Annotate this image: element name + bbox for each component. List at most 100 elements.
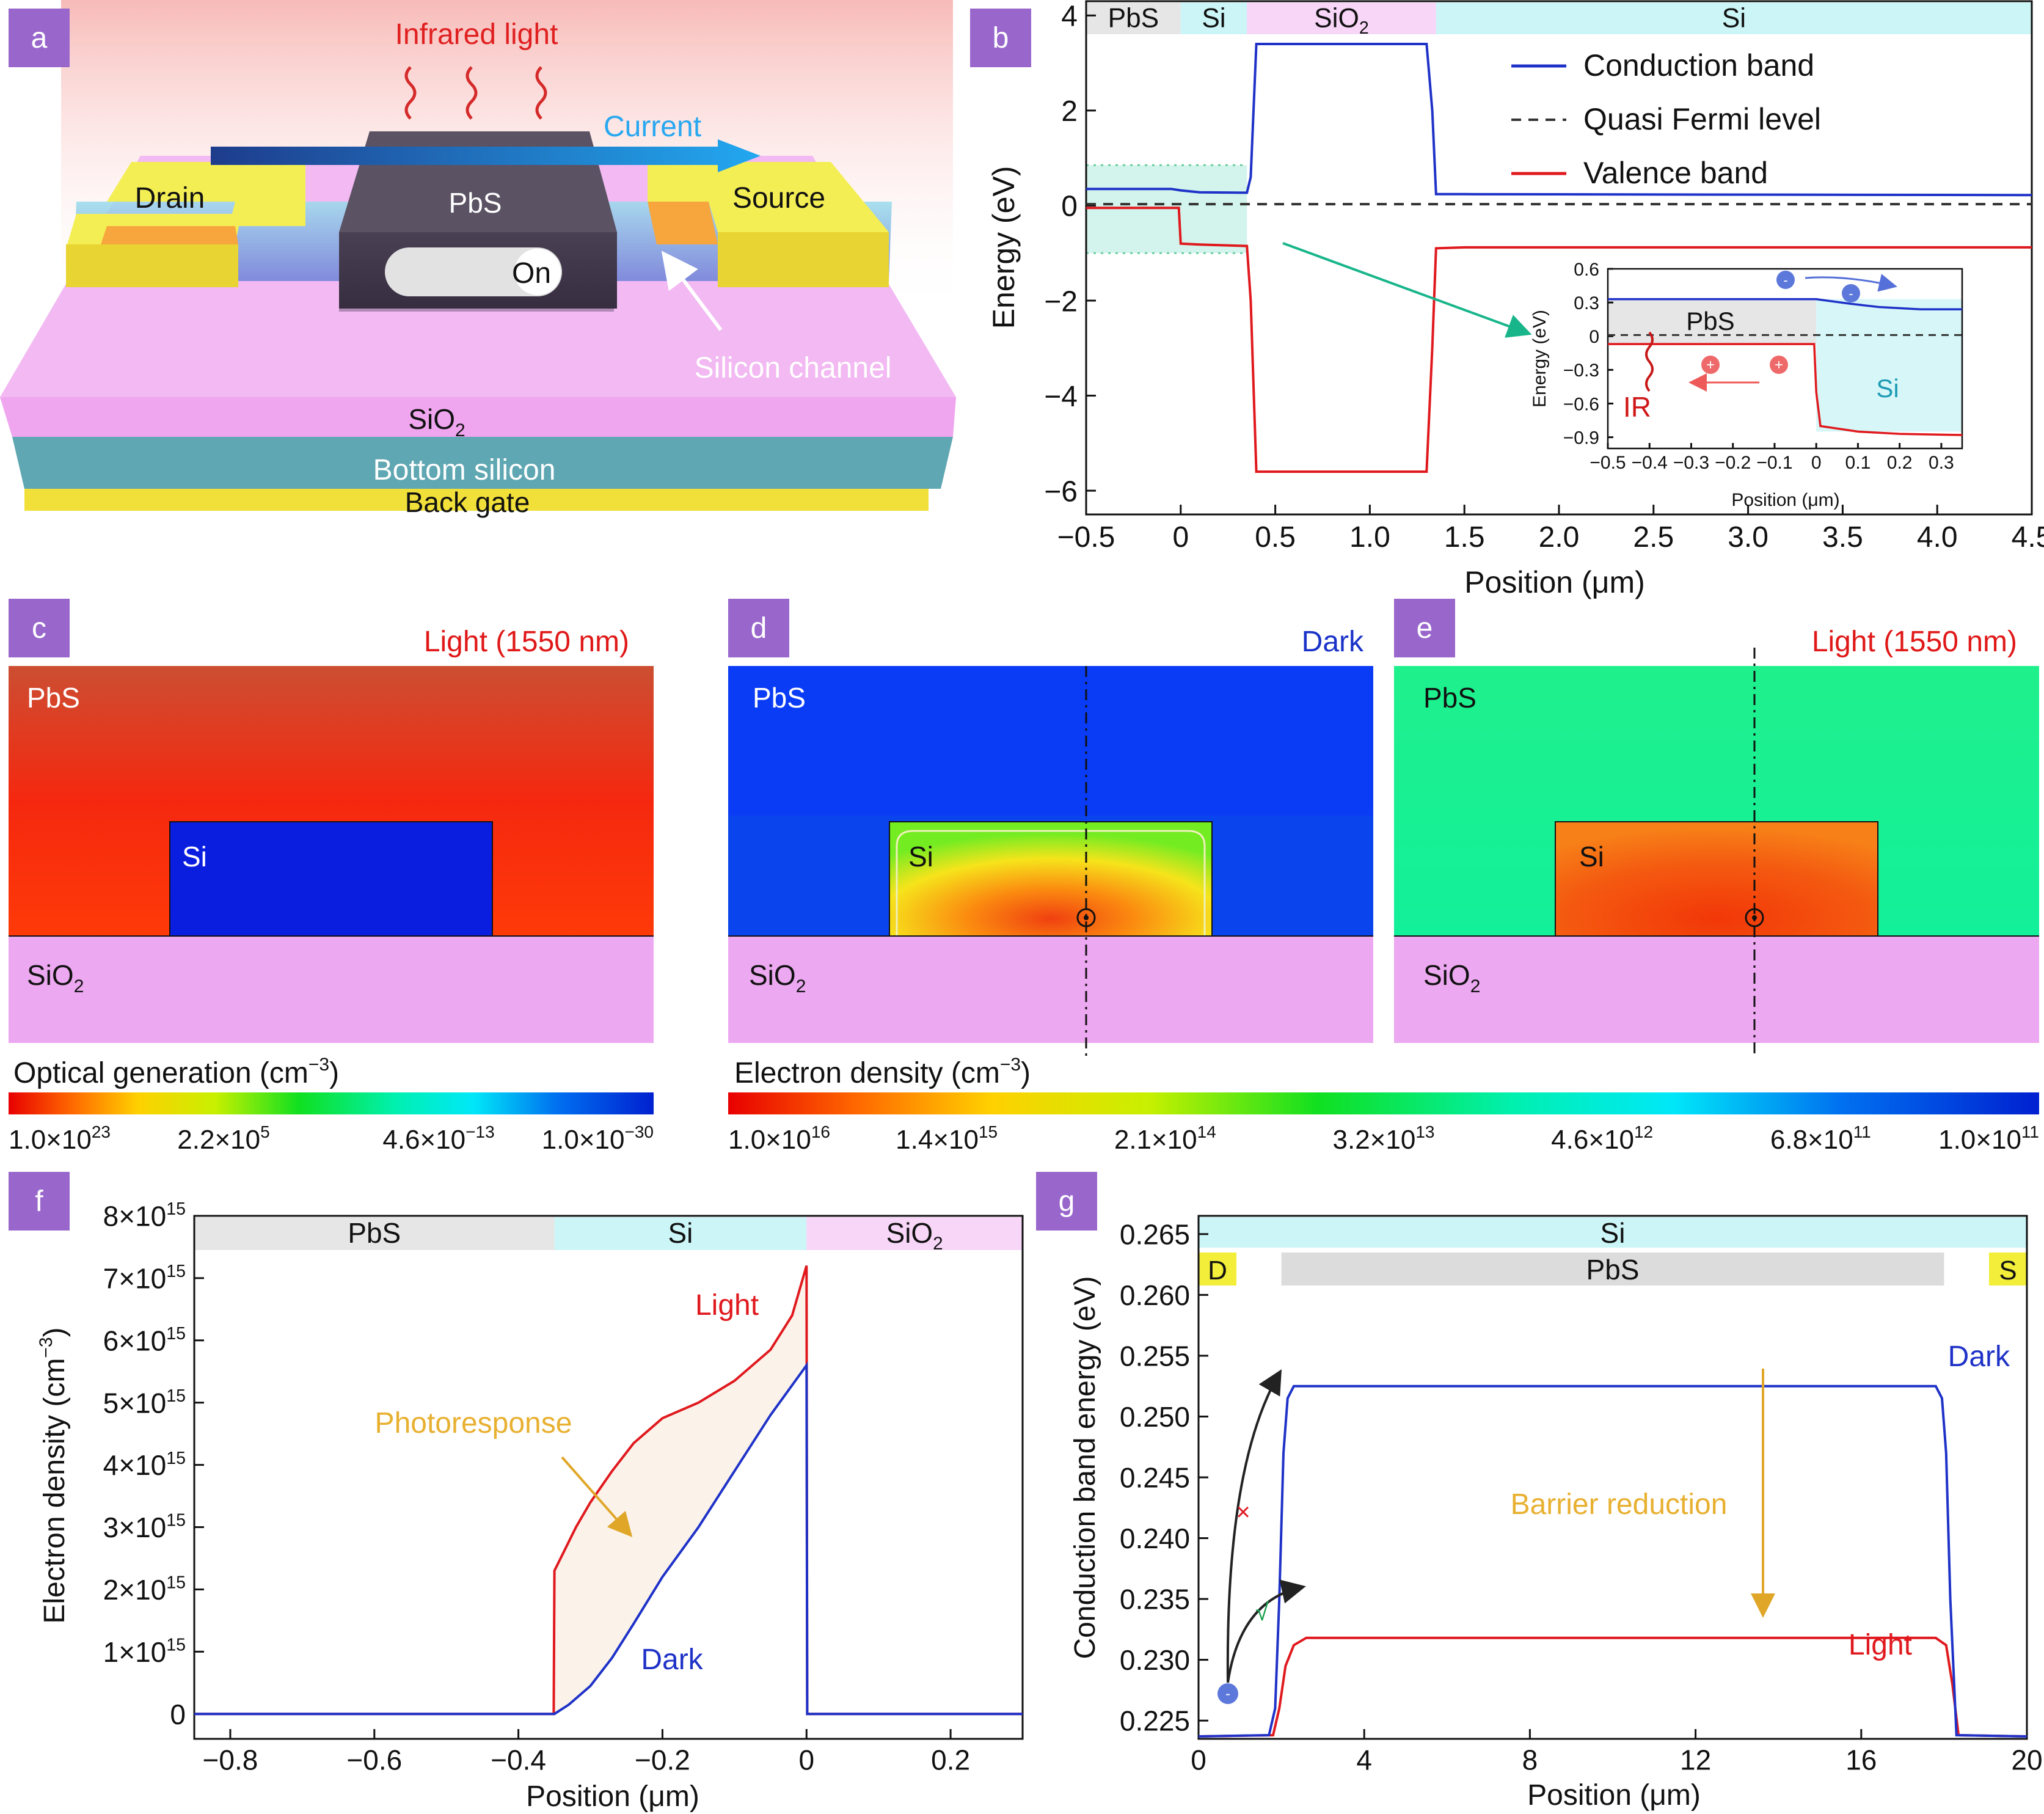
cbar-d-tick-label: 2.1×1014 (1114, 1122, 1216, 1155)
cbar-d (728, 1092, 2039, 1114)
panel-labels: a b c d e f g (9, 9, 1455, 1231)
cbar-c-label: Optical generation (cm−3) (13, 1055, 339, 1089)
b-xlabel: Position (μm) (1464, 565, 1645, 599)
back-gate-layer (24, 489, 929, 511)
infrared-label: Infrared light (395, 18, 558, 51)
source-front (718, 232, 889, 287)
e-title: Light (1550 nm) (1812, 626, 2017, 658)
inset-ylabel: Energy (eV) (1530, 310, 1550, 408)
panel-label-a-bg (9, 9, 70, 67)
inset-xtick-label: −0.1 (1756, 453, 1792, 473)
d-pbs-label: PbS (753, 682, 806, 714)
g-xtick-label: 12 (1680, 1744, 1711, 1776)
inset-si-region (1816, 299, 1962, 432)
g-ytick-label: 0.250 (1120, 1401, 1190, 1433)
g-light-label: Light (1849, 1629, 1912, 1661)
g-drain-label: D (1208, 1256, 1227, 1286)
d-si-region (889, 821, 1213, 937)
panel-label-f: f (35, 1185, 43, 1218)
inset-xtick-label: −0.2 (1715, 453, 1751, 473)
panel-label-b: b (993, 22, 1009, 54)
cbar-d-tick-label: 3.2×1013 (1333, 1122, 1435, 1155)
electron-flow-arrow (1805, 274, 1897, 292)
b-region-si (1180, 2, 1247, 34)
cbar-c-tick-label: 1.0×10−30 (542, 1122, 654, 1155)
on-switch (385, 247, 562, 296)
panel-label-e: e (1417, 612, 1433, 645)
e-si-region (1555, 821, 1878, 937)
e-pbs-label: PbS (1423, 682, 1476, 714)
b-series-conduction (1086, 43, 2032, 197)
panel-label-g: g (1059, 1185, 1075, 1218)
inset-frame (1607, 268, 1963, 450)
c-si-region (169, 821, 493, 937)
current-arrow (211, 139, 761, 172)
photoresponse-fill (553, 1265, 807, 1714)
electron-icon (1776, 271, 1795, 289)
c-title: Light (1550 nm) (424, 626, 629, 658)
ir-wave-icon (404, 66, 417, 120)
sio2-label: SiO2 (408, 403, 465, 441)
g-ytick-label: 0.235 (1120, 1584, 1190, 1615)
cbar-d-tick-label: 1.4×1015 (896, 1122, 998, 1155)
d-probe-icon (1076, 908, 1096, 927)
g-ytick-label: 0.225 (1120, 1705, 1190, 1737)
g-blocked-path-arrow (1226, 1369, 1282, 1683)
panel-label-f-bg (9, 1172, 70, 1231)
inset-ytick-label: 0.3 (1574, 293, 1599, 313)
f-ytick-label: 2×1015 (103, 1573, 186, 1606)
d-sio2-label: SiO2 (749, 959, 806, 997)
inset-ir-label: IR (1623, 391, 1651, 423)
b-ytick-label: 4 (1061, 1, 1078, 33)
c-sio2-region (9, 936, 654, 1043)
panel-b-chart: PbS Si SiO2 Si −0.5 0 0.5 1.0 1.5 2.0 2.5 3.0 3.5 4.… (987, 0, 2044, 599)
b-xtick-label: −0.5 (1057, 521, 1115, 554)
panel-label-g-bg (1036, 1172, 1097, 1231)
g-ytick-label: 0.260 (1120, 1279, 1190, 1311)
g-electron-sign: - (1225, 1686, 1230, 1702)
hole-sign: + (1706, 357, 1715, 373)
switch-knob (514, 249, 561, 295)
b-ytick-label: 2 (1061, 95, 1078, 128)
electron-icon (1842, 284, 1860, 302)
panel-label-c: c (32, 612, 46, 645)
b-region-label: SiO2 (1314, 4, 1369, 38)
cbar-c (9, 1092, 654, 1114)
drain-label: Drain (135, 182, 205, 214)
g-xtick-label: 20 (2011, 1744, 2042, 1776)
on-label: On (512, 257, 551, 290)
hole-sign: + (1775, 357, 1783, 373)
b-xtick-label: 2.0 (1539, 521, 1580, 554)
g-xtick-label: 8 (1522, 1744, 1538, 1776)
cbar-d-tick-label: 4.6×1012 (1551, 1122, 1653, 1155)
panel-label-e-bg (1394, 599, 1455, 657)
g-source-label: S (1999, 1256, 2017, 1286)
d-si-label: Si (908, 841, 933, 872)
inset-series-conduction (1608, 298, 1962, 310)
f-region-sio (806, 1217, 1023, 1250)
panel-label-d-bg (728, 599, 789, 657)
b-ytick-label: −2 (1044, 285, 1078, 318)
b-xtick-label: 4.5 (2012, 521, 2044, 554)
b-region-label: Si (1202, 4, 1225, 34)
e-si-label: Si (1579, 841, 1604, 872)
inset-ytick-label: 0.6 (1574, 260, 1599, 280)
inset-xtick-label: −0.3 (1673, 453, 1709, 473)
channel-pointer-arrow (661, 251, 723, 331)
b-ylabel: Energy (eV) (987, 166, 1021, 329)
f-region-label: SiO2 (886, 1217, 943, 1254)
hole-icon (1770, 356, 1788, 374)
b-region-si (1436, 2, 2032, 34)
f-dark-label: Dark (641, 1644, 703, 1676)
g-drain-contact (1199, 1253, 1236, 1286)
b-ytick-label: −6 (1044, 475, 1078, 508)
g-electron-icon (1217, 1683, 1238, 1704)
colorbars: Optical generation (cm−3) 1.0×1023 2.2×10… (9, 1055, 2039, 1155)
electron-sign: - (1783, 272, 1787, 288)
inset-xtick-label: 0.2 (1887, 453, 1913, 473)
f-region-si (554, 1217, 807, 1250)
panel-e-map: Light (1550 nm) PbS Si SiO2 (1394, 626, 2039, 1057)
g-xtick-label: 4 (1356, 1744, 1372, 1776)
d-contour-line (896, 830, 1206, 936)
